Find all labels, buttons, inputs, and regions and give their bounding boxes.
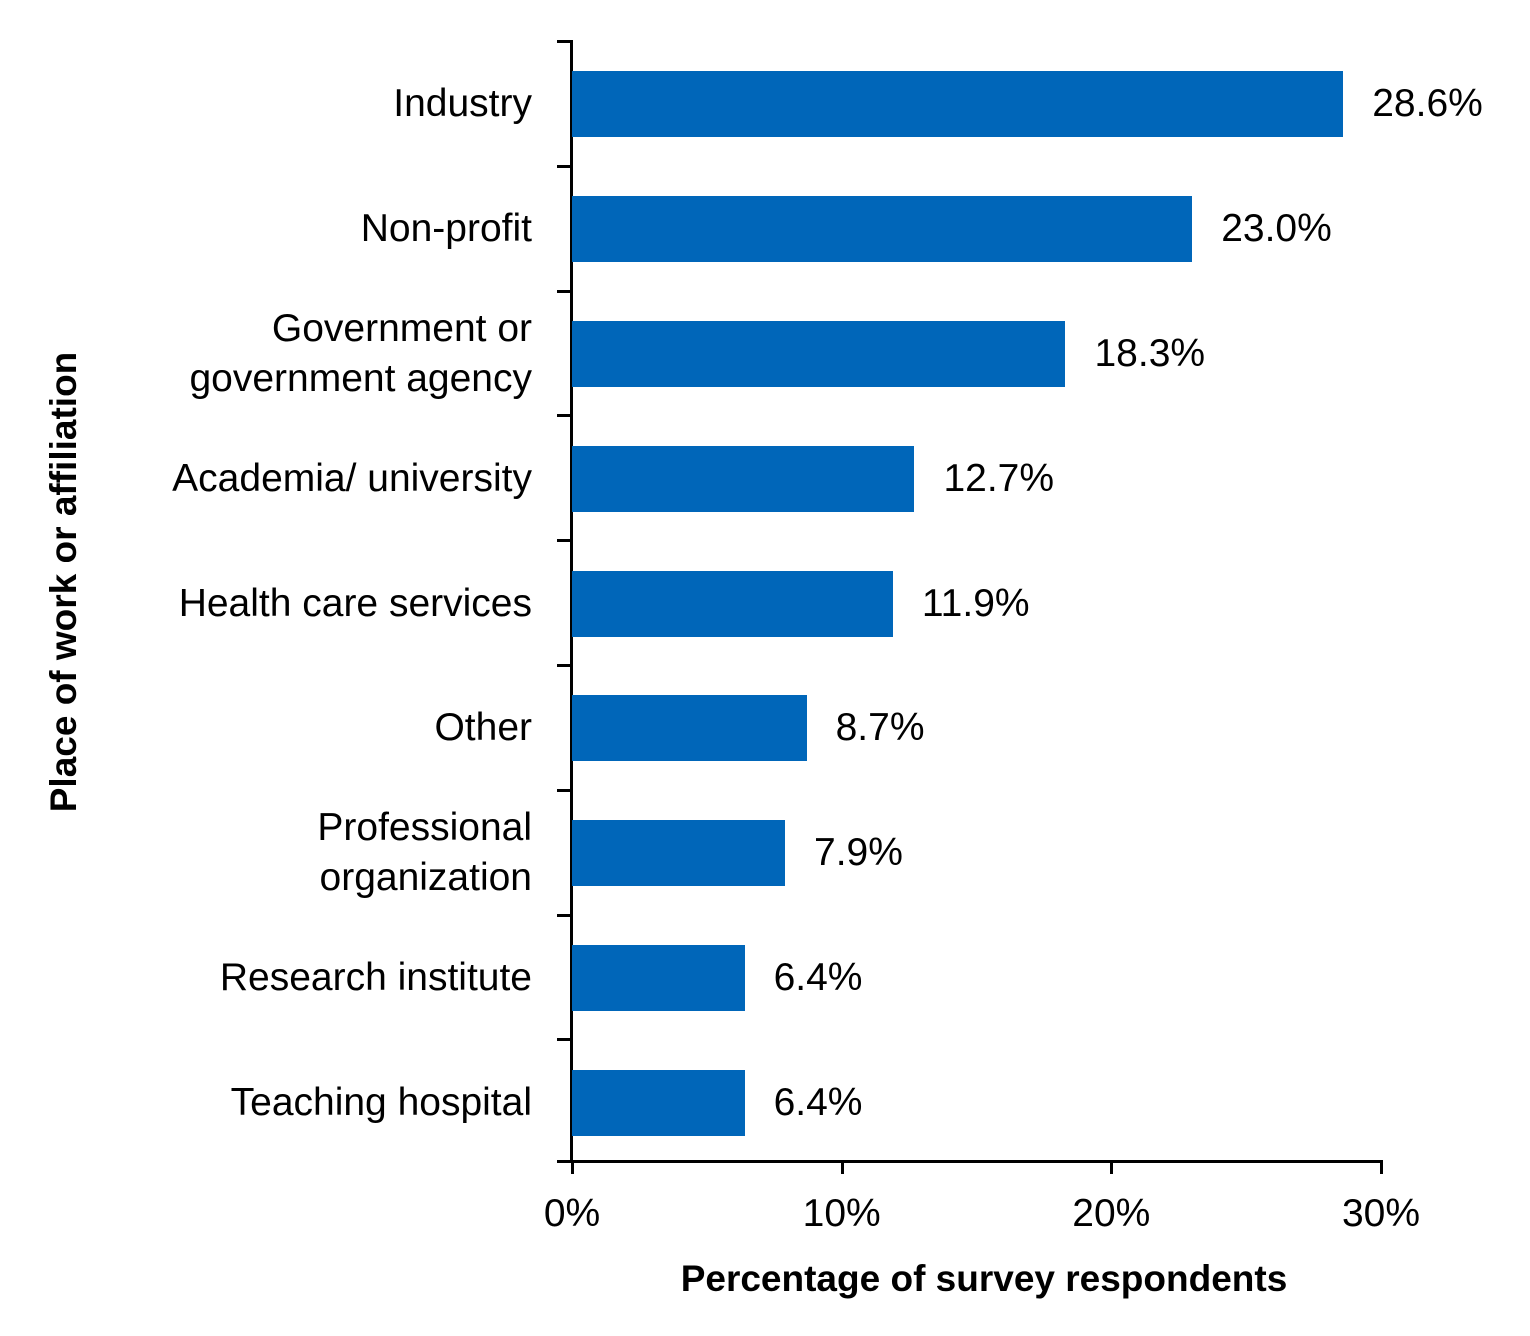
y-axis-tick (557, 164, 571, 168)
bar (572, 71, 1344, 138)
bar (572, 321, 1066, 387)
x-tick-label: 0% (543, 1192, 601, 1235)
value-label: 6.4% (773, 956, 863, 999)
y-axis-tick (557, 664, 571, 667)
bar (572, 445, 915, 512)
value-label: 23.0% (1221, 207, 1332, 251)
value-label: 6.4% (773, 1080, 863, 1124)
value-label: 12.7% (943, 456, 1055, 500)
x-axis-tick (571, 1160, 574, 1174)
y-axis-tick (557, 414, 571, 418)
x-tick-label: 30% (1341, 1192, 1421, 1235)
y-axis-line (570, 40, 573, 1163)
value-label: 8.7% (835, 706, 925, 750)
bar (572, 196, 1193, 263)
x-tick-label: 10% (802, 1192, 881, 1235)
y-axis-tick (557, 1038, 571, 1042)
bar (572, 570, 893, 637)
y-axis-tick (557, 40, 571, 43)
category-label: Professional organization (317, 806, 532, 900)
category-label: Academia/ university (172, 456, 532, 500)
value-label: 18.3% (1094, 332, 1206, 375)
category-label: Government or government agency (189, 307, 532, 400)
category-label: Research institute (219, 956, 532, 999)
x-axis-tick (1110, 1160, 1114, 1174)
x-axis-tick (840, 1160, 844, 1174)
x-axis-line (557, 1160, 1383, 1163)
bar (572, 820, 786, 887)
category-label: Industry (393, 82, 532, 126)
category-label: Non-profit (360, 207, 532, 251)
bar (572, 1069, 745, 1136)
category-label: Other (434, 706, 532, 750)
bar (572, 695, 807, 762)
value-label: 11.9% (921, 581, 1030, 625)
y-axis-title: Place of work or affiliation (43, 351, 84, 813)
category-label: Teaching hospital (230, 1080, 532, 1124)
y-axis-tick (557, 539, 571, 543)
x-axis-tick (1380, 1160, 1383, 1174)
y-axis-tick (557, 289, 571, 293)
y-axis-tick (557, 913, 571, 917)
x-tick-label: 20% (1072, 1192, 1151, 1235)
value-label: 7.9% (814, 831, 903, 875)
bar (572, 945, 745, 1011)
x-axis-title: Percentage of survey respondents (680, 1258, 1288, 1299)
value-label: 28.6% (1372, 82, 1483, 126)
category-label: Health care services (178, 581, 532, 625)
y-axis-tick (557, 788, 571, 792)
